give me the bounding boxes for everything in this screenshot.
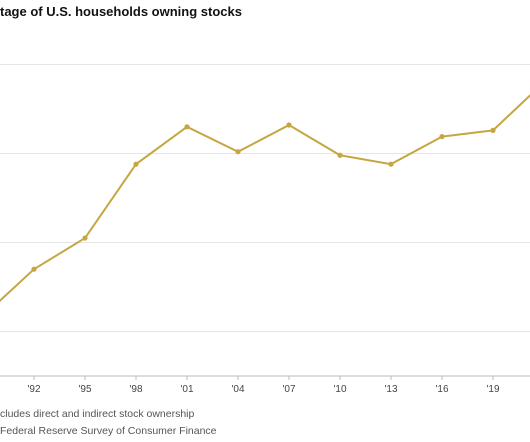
series-group — [0, 94, 530, 303]
data-point — [82, 235, 88, 241]
x-tick-label: '92 — [27, 384, 40, 395]
data-point — [439, 133, 445, 140]
x-tick-label: '13 — [384, 384, 397, 395]
chart-source: Federal Reserve Survey of Consumer Finan… — [0, 425, 217, 437]
data-point — [490, 127, 496, 133]
data-point — [286, 122, 292, 128]
x-tick-label: '95 — [78, 384, 91, 395]
line-chart: '92 '95 '98 '01 '04 '07 '10 '13 '16 '19 — [0, 64, 530, 395]
data-point — [133, 161, 139, 167]
data-point — [337, 152, 343, 158]
chart-title: tage of U.S. households owning stocks — [0, 4, 242, 19]
chart-note: cludes direct and indirect stock ownersh… — [0, 408, 195, 420]
x-tick-labels: '92 '95 '98 '01 '04 '07 '10 '13 '16 '19 — [27, 376, 500, 395]
x-tick-label: '10 — [333, 384, 346, 395]
x-tick-label: '19 — [486, 384, 499, 395]
data-point — [31, 266, 37, 272]
series-line — [0, 94, 530, 303]
data-point — [235, 149, 241, 155]
x-tick-label: '01 — [180, 384, 193, 395]
gridlines — [0, 64, 530, 332]
data-point — [388, 161, 394, 167]
x-tick-label: '16 — [435, 384, 448, 395]
data-point — [184, 124, 190, 130]
x-tick-label: '98 — [129, 384, 142, 395]
x-tick-label: '04 — [231, 384, 244, 395]
x-tick-label: '07 — [282, 384, 295, 395]
